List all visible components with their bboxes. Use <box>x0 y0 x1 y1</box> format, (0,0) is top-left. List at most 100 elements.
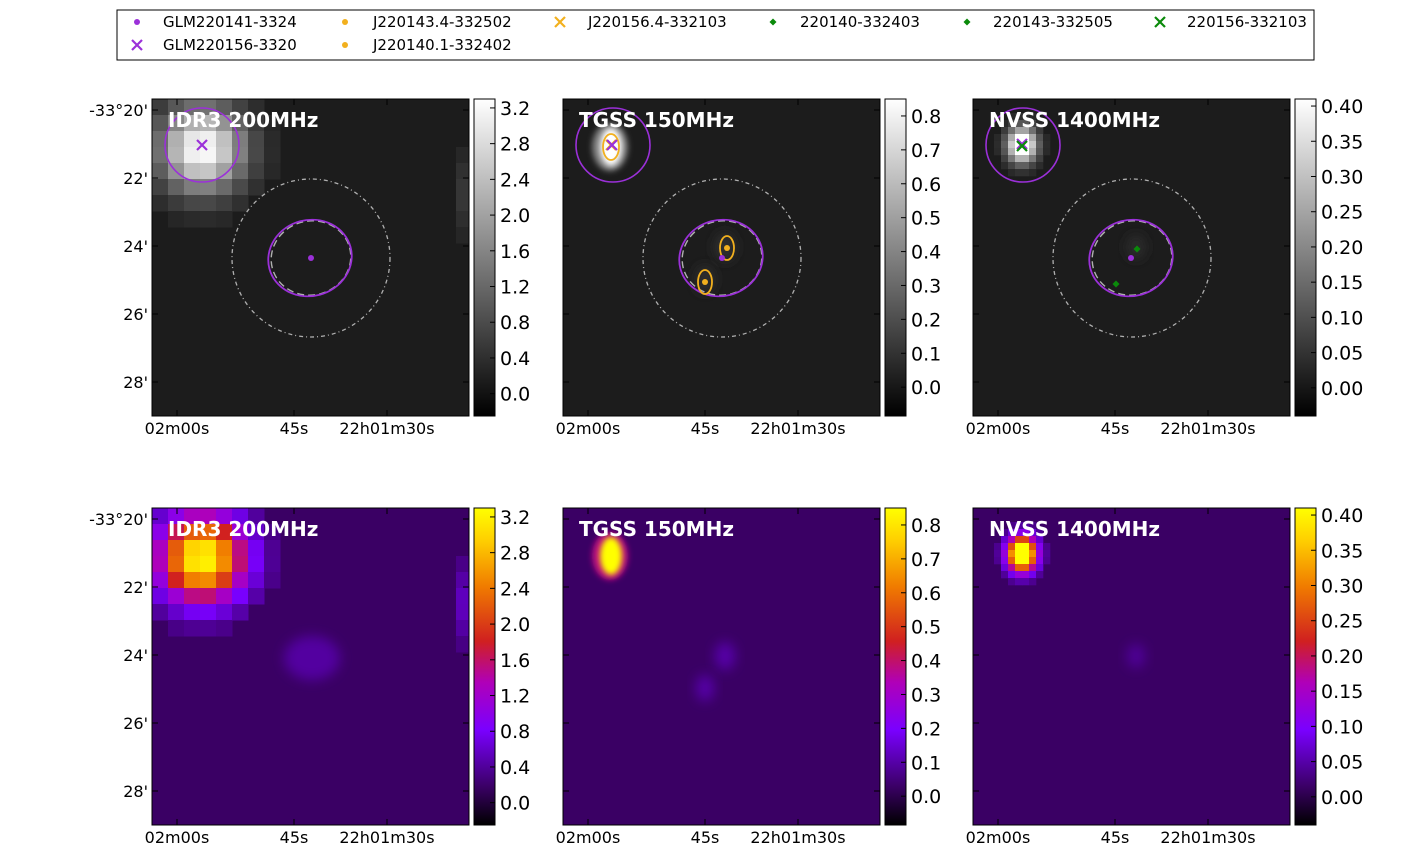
colorbar-label-5-8: 0.40 <box>1321 505 1363 527</box>
pixel-5-8-5 <box>1029 543 1037 551</box>
pixel-3-0-0 <box>152 508 169 525</box>
pixel-3-0-2 <box>152 540 169 557</box>
pixel-5-5-5 <box>1008 543 1016 551</box>
colorbar-label-1-8: 0.8 <box>911 106 941 128</box>
pixel-2-6-3 <box>1015 120 1023 128</box>
glm-ellipse-1 <box>678 218 764 298</box>
pixel-5-9-9 <box>1036 571 1044 579</box>
colorbar-label-2-6: 0.30 <box>1321 166 1363 188</box>
pixel-5-4-7 <box>1001 557 1009 565</box>
legend-marker-1-stroke-b <box>131 39 143 51</box>
pixel-2-6-7 <box>1015 148 1023 156</box>
panel-frame-3 <box>151 507 470 826</box>
pixel-2-4-3 <box>1001 120 1009 128</box>
pixel-2-9-6 <box>1036 141 1044 149</box>
pixel-0-6-0 <box>248 99 265 116</box>
pixel-5-7-9 <box>1022 571 1030 579</box>
colorbar-label-0-1: 0.4 <box>500 348 530 370</box>
panel-title-5: NVSS 1400MHz <box>989 517 1160 541</box>
x-tick-label-2-2: 22h01m30s <box>1160 419 1255 438</box>
pixel-0-0-5 <box>152 179 169 196</box>
pixel-3-1-2 <box>168 540 185 557</box>
pixel-3-19-5 <box>456 588 469 605</box>
pixel-5-8-4 <box>1029 536 1037 544</box>
pixel-0-4-5 <box>216 179 233 196</box>
pixel-3-3-6 <box>200 604 217 621</box>
legend-marker-7-stroke-b <box>1154 16 1166 28</box>
pixel-3-5-4 <box>232 572 249 589</box>
pixel-2-5-3 <box>1008 120 1016 128</box>
x-tick-label-2-1: 45s <box>1101 419 1130 438</box>
tgss-ellipse-b-1 <box>697 269 713 295</box>
legend-marker-4-stroke-b <box>554 16 566 28</box>
panel-image-4 <box>563 508 880 825</box>
legend-label-3: J220140.1-332402 <box>372 36 512 54</box>
pixel-5-6-3 <box>1015 529 1023 537</box>
pixel-2-10-6 <box>1043 141 1051 149</box>
pixel-0-4-4 <box>216 163 233 180</box>
pixel-0-19-5 <box>456 179 469 196</box>
colorbar-label-2-8: 0.40 <box>1321 96 1363 118</box>
colorbar-label-2-5: 0.25 <box>1321 202 1363 224</box>
pixel-0-1-2 <box>168 131 185 148</box>
pixel-2-5-5 <box>1008 134 1016 142</box>
x-tick-label-5-1: 45s <box>1101 828 1130 847</box>
pixel-2-9-7 <box>1036 148 1044 156</box>
pixel-3-2-1 <box>184 524 201 541</box>
legend-marker-5 <box>769 18 777 26</box>
colorbar-0 <box>473 98 496 417</box>
pixel-3-6-0 <box>248 508 265 525</box>
pixel-2-5-2 <box>1008 113 1016 121</box>
pixel-3-0-5 <box>152 588 169 605</box>
y-tick-label-0-0: -33°20' <box>89 101 148 120</box>
pixel-2-6-4 <box>1015 127 1023 135</box>
marker-nvss-c-2 <box>1016 140 1028 152</box>
colorbar-label-1-5: 0.5 <box>911 208 941 230</box>
pixel-2-4-8 <box>1001 155 1009 163</box>
legend-label-2: J220143.4-332502 <box>372 13 512 31</box>
legend-marker-0 <box>134 19 140 25</box>
pixel-2-8-7 <box>1029 148 1037 156</box>
pixel-5-9-8 <box>1036 564 1044 572</box>
pixel-2-9-3 <box>1036 120 1044 128</box>
colorbar-label-4-4: 0.4 <box>911 651 941 673</box>
colorbar-label-1-7: 0.7 <box>911 140 941 162</box>
pixel-3-5-6 <box>232 604 249 621</box>
pixel-0-0-0 <box>152 99 169 116</box>
pixel-2-8-8 <box>1029 155 1037 163</box>
pixel-0-3-4 <box>200 163 217 180</box>
colorbar-label-4-6: 0.6 <box>911 583 941 605</box>
pixel-2-6-2 <box>1015 113 1023 121</box>
pixel-0-5-2 <box>232 131 249 148</box>
pixel-5-6-5 <box>1015 543 1023 551</box>
pixel-5-10-6 <box>1043 550 1051 558</box>
marker-glm2-1-stroke-b <box>606 139 618 151</box>
panel-frame-4 <box>562 507 881 826</box>
pixel-3-1-3 <box>168 556 185 573</box>
pixel-0-4-0 <box>216 99 233 116</box>
pixel-3-5-3 <box>232 556 249 573</box>
pixel-2-9-4 <box>1036 127 1044 135</box>
pixel-0-3-6 <box>200 195 217 212</box>
pixel-0-0-3 <box>152 147 169 164</box>
pixel-3-3-5 <box>200 588 217 605</box>
pixel-5-4-3 <box>1001 529 1009 537</box>
pixel-5-7-8 <box>1022 564 1030 572</box>
legend-marker-4 <box>554 16 566 28</box>
pixel-2-7-3 <box>1022 120 1030 128</box>
pixel-0-5-4 <box>232 163 249 180</box>
pixel-3-1-6 <box>168 604 185 621</box>
colorbar-label-0-0: 0.0 <box>500 384 530 406</box>
pixel-3-3-4 <box>200 572 217 589</box>
pixel-3-6-4 <box>248 572 265 589</box>
pixel-3-4-0 <box>216 508 233 525</box>
pixel-5-4-5 <box>1001 543 1009 551</box>
pixel-0-6-5 <box>248 179 265 196</box>
colorbar-label-5-7: 0.35 <box>1321 540 1363 562</box>
legend-marker-1 <box>131 39 143 51</box>
pixel-3-2-7 <box>184 620 201 637</box>
x-tick-label-5-0: 02m00s <box>966 828 1031 847</box>
pixel-0-0-1 <box>152 115 169 132</box>
marker-nvss-b-2 <box>1112 280 1120 288</box>
glm-ellipse-2 <box>1088 218 1174 298</box>
